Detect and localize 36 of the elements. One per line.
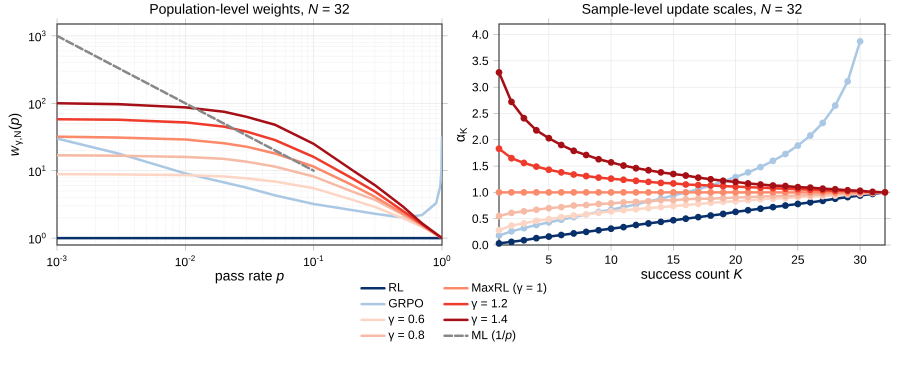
x-tick-label: 25 <box>792 255 804 264</box>
legend-label: γ = 1.2 <box>471 298 508 310</box>
x-axis-title: pass rate p <box>216 271 284 284</box>
y-tick-label: 0.5 <box>472 214 488 223</box>
legend-label: γ = 0.6 <box>388 314 424 326</box>
x-tick-label: 10$^{0}$ <box>434 255 450 266</box>
legend-label: γ = 0.8 <box>388 330 424 342</box>
x-tick-label: 10 <box>605 255 618 264</box>
x-tick-label: 10$^{-3}$ <box>47 255 67 266</box>
x-tick-label: 5 <box>546 255 552 264</box>
y-tick-label: 10$^{0}$ <box>29 232 46 244</box>
legend-label: RL <box>389 283 404 292</box>
x-tick-label: 10$^{-2}$ <box>176 255 195 266</box>
y-tick-label: 4.0 <box>472 30 488 39</box>
x-tick-label: 20 <box>730 255 742 264</box>
legend-label: ML (1/p) <box>472 330 516 342</box>
x-axis-title: success count K <box>641 269 744 279</box>
x-tick-label: 15 <box>668 255 680 264</box>
y-tick-label: 3.5 <box>472 56 488 66</box>
x-tick-label: 10$^{-1}$ <box>304 255 324 266</box>
y-tick-label: 2.0 <box>472 136 488 144</box>
chart-title: Population-level weights, N = 32 <box>150 4 349 17</box>
y-axis-title: α$_{K}$ <box>457 128 467 142</box>
x-tick-label: 30 <box>854 255 866 264</box>
y-tick-label: 1.0 <box>472 188 488 197</box>
legend-label: MaxRL (γ = 1) <box>472 282 546 294</box>
y-tick-label: 10$^{3}$ <box>29 30 46 42</box>
legend-label: GRPO <box>388 298 424 308</box>
y-tick-label: 0.0 <box>472 240 488 250</box>
y-tick-label: 1.5 <box>472 162 488 170</box>
y-tick-label: 10$^{1}$ <box>29 165 46 176</box>
y-tick-label: 3.0 <box>472 82 488 92</box>
y-tick-label: 10$^{2}$ <box>29 98 46 109</box>
legend-label: γ = 1.4 <box>471 314 508 326</box>
chart-title: Sample-level update scales, N = 32 <box>582 4 802 17</box>
y-tick-label: 2.5 <box>472 109 488 118</box>
